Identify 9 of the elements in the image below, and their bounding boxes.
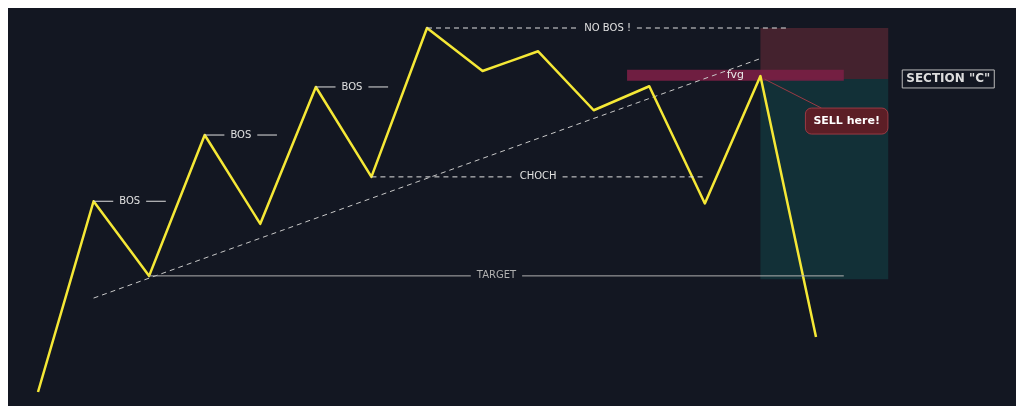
ref-line-label: CHOCH — [519, 170, 557, 182]
ref-line-label: BOS — [119, 194, 141, 206]
band-label: fvg — [726, 68, 745, 82]
ref-line-label: NO BOS ! — [584, 21, 631, 33]
ref-line-label: TARGET — [475, 269, 517, 281]
text: SECTION "C" — [906, 71, 991, 86]
ref-line-label: BOS — [341, 80, 363, 92]
ref-line-label: BOS — [230, 128, 252, 140]
annotation: SELL here! — [813, 113, 880, 127]
